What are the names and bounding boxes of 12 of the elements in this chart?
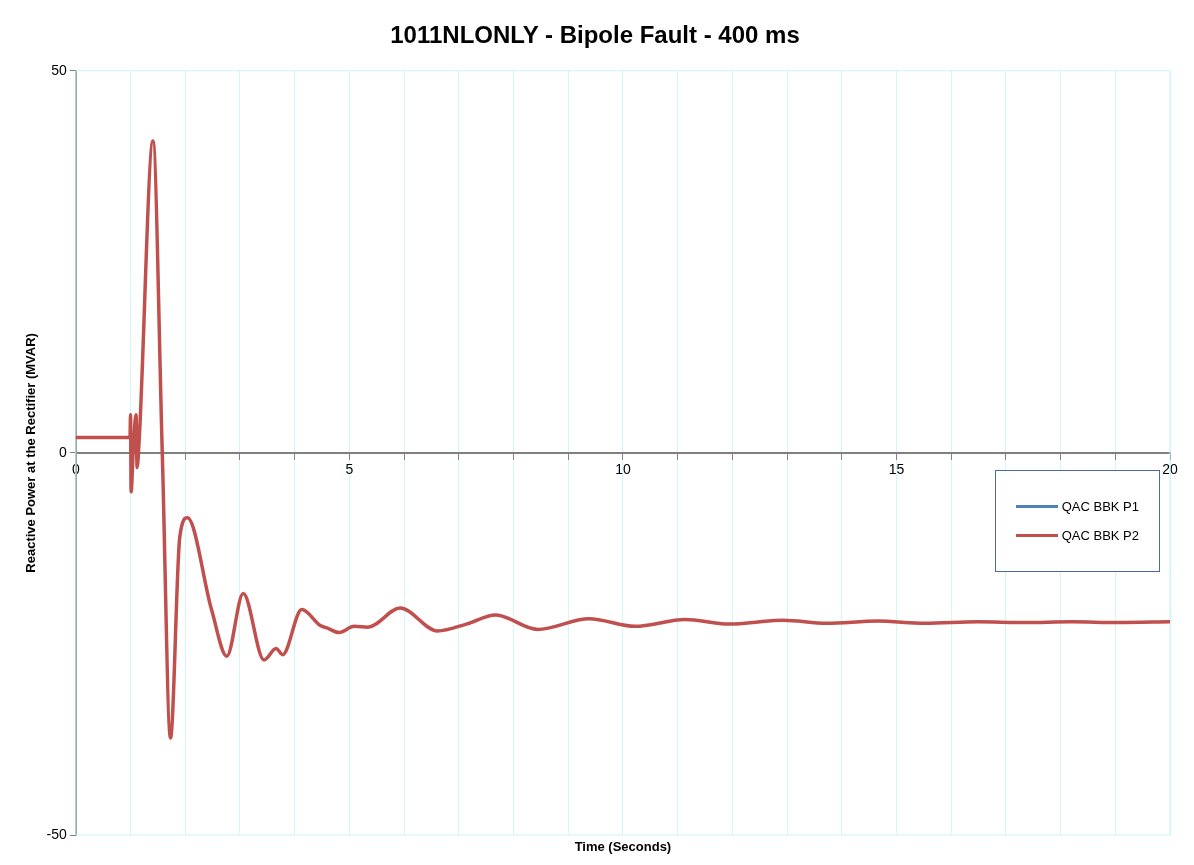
x-tick-label: 15 bbox=[888, 461, 905, 478]
x-tick-label: 10 bbox=[615, 461, 631, 478]
x-tick-label: 5 bbox=[345, 461, 354, 478]
x-tick-label: 20 bbox=[1162, 461, 1178, 478]
y-tick-label: -50 bbox=[46, 825, 68, 842]
legend-label: QAC BBK P1 bbox=[1061, 499, 1139, 514]
x-axis-title: Time (Seconds) bbox=[574, 839, 672, 855]
legend-label: QAC BBK P2 bbox=[1061, 528, 1139, 543]
y-tick-label: 50 bbox=[51, 61, 68, 78]
y-axis-title: Reactive Power at the Rectifier (MVAR) bbox=[23, 333, 39, 573]
y-tick-label: 0 bbox=[59, 443, 68, 460]
chart-title: 1011NLONLY - Bipole Fault - 400 ms bbox=[390, 21, 800, 49]
